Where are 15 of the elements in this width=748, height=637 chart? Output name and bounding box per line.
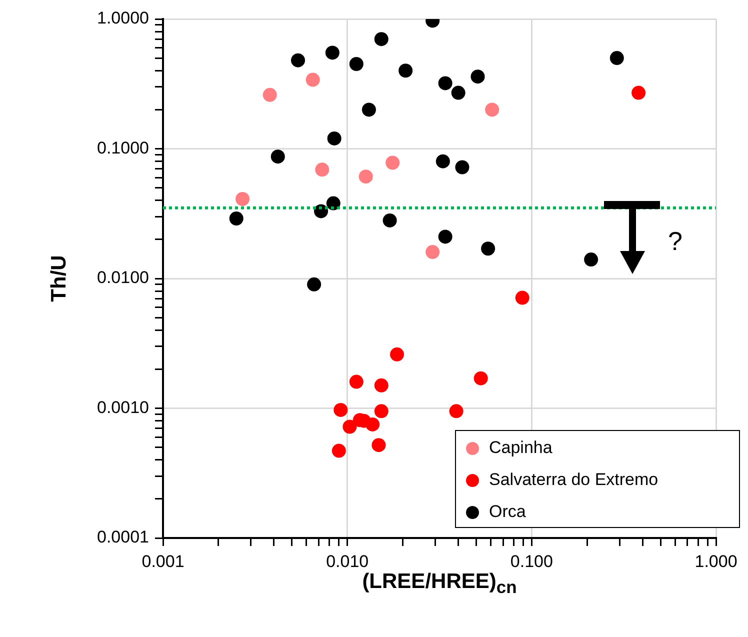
- annotation: ?: [668, 226, 682, 256]
- legend-label: Capinha: [489, 437, 552, 459]
- x-tick-label: 0.001: [142, 552, 184, 571]
- x-tick-label: 1.000: [694, 552, 738, 571]
- y-tick-label: 1.0000: [97, 8, 149, 28]
- y-tick-label: 0.0100: [97, 268, 149, 288]
- x-tick-label: 0.100: [510, 552, 553, 571]
- x-axis-title: (LREE/HREE)$_{cn}$: [361, 570, 518, 598]
- y-axis-title: Th/U: [47, 255, 70, 302]
- legend-label: Salvaterra do Extremo: [489, 469, 658, 491]
- y-tick-label: 0.0010: [97, 398, 149, 417]
- y-tick-label: 0.0001: [97, 528, 149, 547]
- legend-label: Orca: [489, 501, 526, 523]
- y-tick-label: 0.1000: [97, 138, 149, 158]
- x-tick-label: 0.010: [326, 552, 369, 571]
